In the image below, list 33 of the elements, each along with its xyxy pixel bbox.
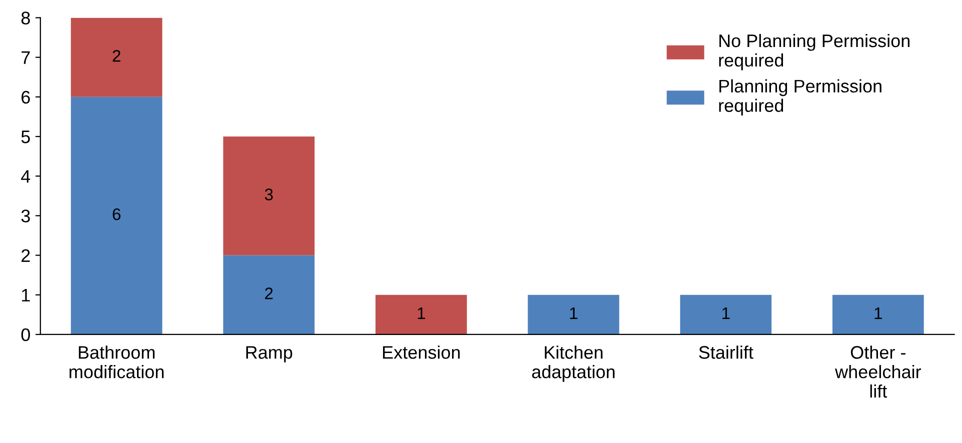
bar bbox=[832, 294, 924, 334]
bar bbox=[223, 136, 315, 256]
y-tick-label: 7 bbox=[22, 51, 30, 64]
data-label: 1 bbox=[874, 308, 882, 319]
data-label: 1 bbox=[570, 308, 578, 319]
data-label: 3 bbox=[264, 188, 273, 200]
bar bbox=[223, 255, 315, 334]
legend-label: No Planning Permission required bbox=[719, 34, 910, 70]
y-tick-label: 3 bbox=[21, 210, 30, 222]
data-label: 2 bbox=[265, 288, 273, 300]
x-tick-label: Stairlift bbox=[699, 346, 754, 359]
y-tick-label: 0 bbox=[21, 328, 30, 342]
bar bbox=[70, 18, 162, 97]
bar bbox=[376, 294, 467, 334]
y-tick-label: 8 bbox=[21, 12, 30, 24]
legend-label: Planning Permission required bbox=[719, 79, 882, 116]
y-tick-label: 5 bbox=[21, 130, 30, 144]
data-label: 1 bbox=[418, 308, 426, 319]
x-tick-label: Ramp bbox=[246, 346, 292, 362]
x-tick-label: Bathroom modification bbox=[70, 346, 164, 378]
bar bbox=[70, 96, 162, 334]
y-tick-label: 2 bbox=[22, 249, 30, 262]
data-label: 1 bbox=[722, 308, 730, 319]
bar bbox=[680, 294, 772, 334]
x-tick-label: Kitchen adaptation bbox=[532, 346, 615, 382]
x-tick-label: Other - wheelchair lift bbox=[834, 346, 922, 398]
y-tick-label: 6 bbox=[22, 90, 30, 104]
x-tick-label: Extension bbox=[383, 346, 460, 359]
y-tick-label: 4 bbox=[21, 170, 30, 183]
y-tick-label: 1 bbox=[22, 288, 30, 302]
data-label: 2 bbox=[112, 50, 120, 62]
bar bbox=[528, 294, 620, 334]
data-label: 6 bbox=[112, 208, 120, 220]
